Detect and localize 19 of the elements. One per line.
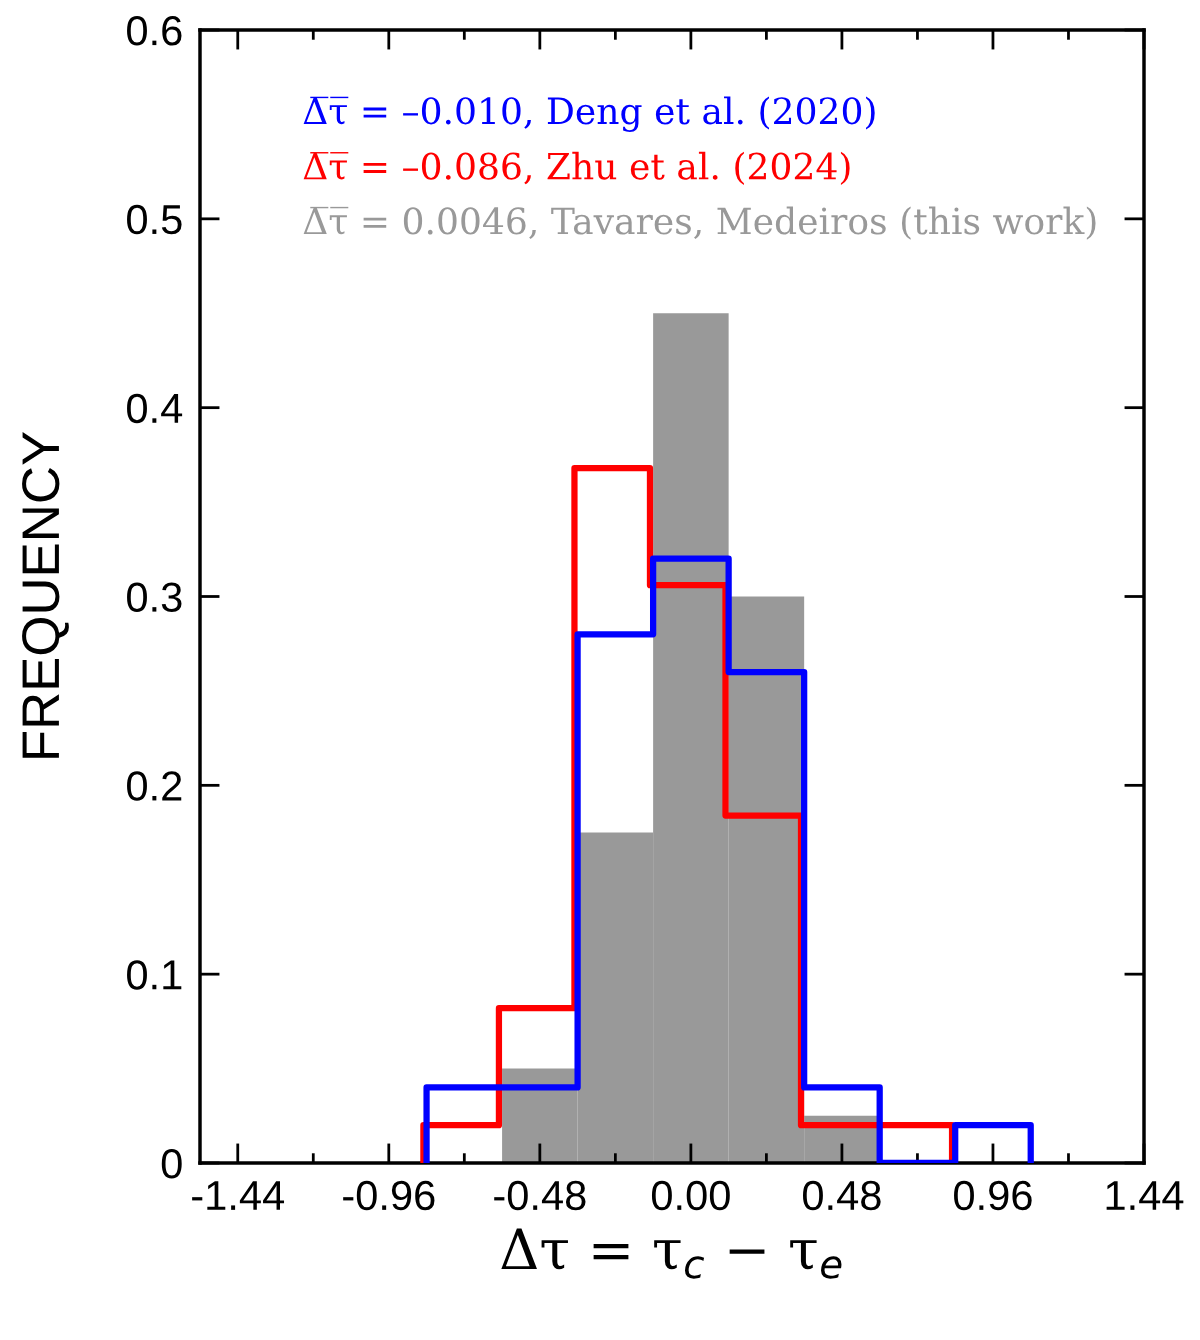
x-tick-label: -0.96 xyxy=(343,1180,435,1211)
x-tick-label: -1.44 xyxy=(192,1181,285,1210)
y-tick-label: 0.5 xyxy=(127,204,182,235)
x-axis-title: Δτ = τ$_{c}$ − τ$_{e}$ xyxy=(501,1228,842,1279)
y-tick-label: 0.1 xyxy=(127,960,182,990)
x-tick-label: 0.96 xyxy=(954,1180,1032,1211)
x-tick-label: 1.44 xyxy=(1106,1181,1184,1210)
y-tick-label: 0.2 xyxy=(127,771,182,801)
y-tick-label: 0.3 xyxy=(127,582,182,613)
y-axis-title: FREQUENCY xyxy=(22,431,69,758)
y-tick-label: 0.6 xyxy=(127,16,182,46)
x-tick-label: 0.48 xyxy=(803,1180,881,1211)
y-tick-label: 0 xyxy=(161,1149,182,1179)
text: Δ̅τ̅ = 0.0046, Tavares, Medeiros (this work) xyxy=(303,206,1096,240)
text: Δ̅τ̅ = –0.010, Deng et al. (2020) xyxy=(303,96,875,132)
x-tick-label: 0.00 xyxy=(651,1180,730,1211)
y-tick-label: 0.4 xyxy=(127,393,183,424)
x-tick-label: -0.48 xyxy=(494,1180,586,1211)
text: Δ̅τ̅ = –0.086, Zhu et al. (2024) xyxy=(303,151,850,185)
